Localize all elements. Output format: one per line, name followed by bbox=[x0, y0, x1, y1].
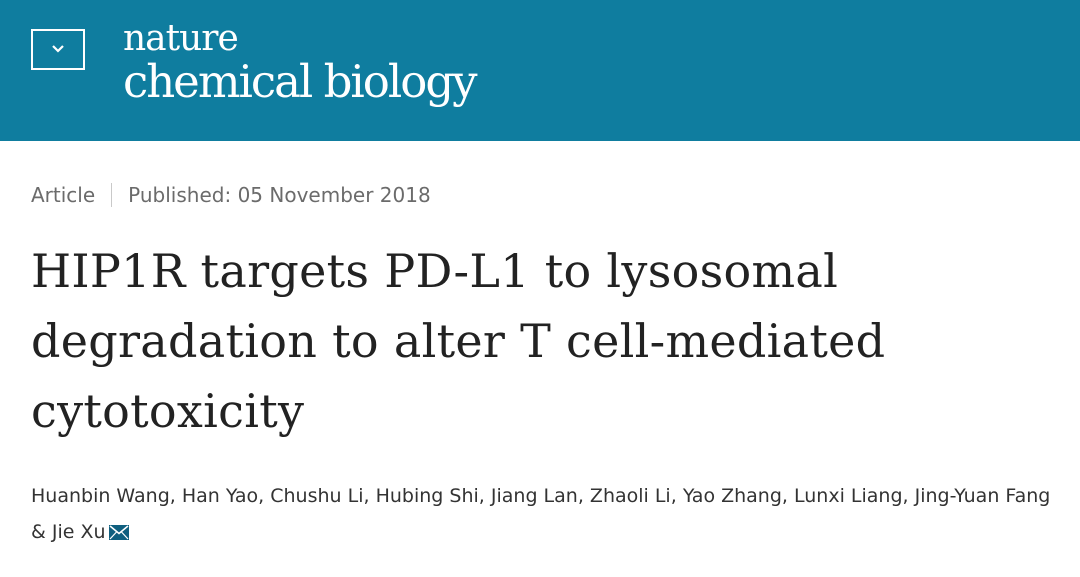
journal-logo[interactable]: nature chemical biology bbox=[123, 18, 478, 108]
author-link[interactable]: Jie Xu bbox=[51, 521, 106, 543]
author-separator: , bbox=[670, 485, 683, 507]
author-link[interactable]: Jiang Lan bbox=[490, 485, 578, 507]
author-link[interactable]: Han Yao bbox=[181, 485, 259, 507]
author-link[interactable]: Lunxi Liang bbox=[794, 485, 903, 507]
author-separator: , bbox=[363, 485, 376, 507]
chevron-down-icon bbox=[52, 45, 64, 53]
meta-divider bbox=[111, 183, 113, 207]
author-separator: & bbox=[31, 521, 52, 543]
title-line: cytotoxicity bbox=[31, 384, 305, 438]
title-line: degradation to alter T cell-mediated bbox=[31, 314, 886, 368]
published-label: Published: bbox=[128, 183, 232, 207]
author-link[interactable]: Zhaoli Li bbox=[589, 485, 671, 507]
journal-name-line1: nature bbox=[123, 18, 239, 59]
author-separator: , bbox=[781, 485, 795, 507]
published-date: 05 November 2018 bbox=[237, 183, 431, 207]
author-link[interactable]: Huanbin Wang bbox=[31, 485, 170, 507]
author-separator: , bbox=[258, 485, 271, 507]
author-link[interactable]: Hubing Shi bbox=[375, 485, 479, 507]
author-link[interactable]: Yao Zhang bbox=[682, 485, 782, 507]
journal-header: nature chemical biology bbox=[0, 0, 1080, 141]
mail-icon[interactable] bbox=[108, 525, 129, 540]
author-link[interactable]: Chushu Li bbox=[270, 485, 364, 507]
author-separator: , bbox=[478, 485, 491, 507]
author-separator: , bbox=[902, 485, 915, 507]
author-separator: , bbox=[169, 485, 182, 507]
author-list: Huanbin Wang, Han Yao, Chushu Li, Hubing… bbox=[31, 478, 1056, 550]
article-type: Article bbox=[31, 183, 96, 207]
journal-name-line2: chemical biology bbox=[123, 55, 478, 108]
author-separator: , bbox=[577, 485, 590, 507]
title-line: HIP1R targets PD-L1 to lysosomal bbox=[31, 244, 839, 298]
author-link[interactable]: Jing-Yuan Fang bbox=[914, 485, 1051, 507]
article-meta: Article Published: 05 November 2018 bbox=[31, 181, 431, 209]
article-title: HIP1R targets PD-L1 to lysosomal degrada… bbox=[31, 236, 1051, 446]
menu-toggle-button[interactable] bbox=[31, 29, 85, 70]
